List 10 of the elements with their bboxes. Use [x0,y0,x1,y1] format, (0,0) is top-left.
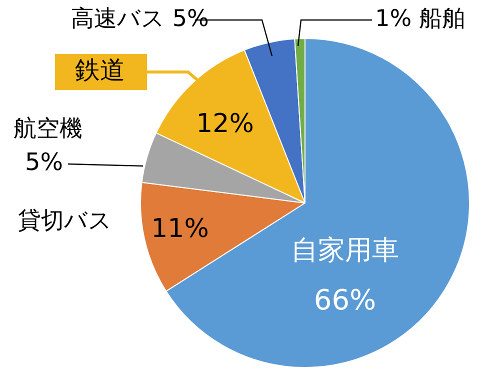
slice-label: 高速バス 5% [71,6,209,32]
data-label: 5% [24,148,64,176]
data-label: 12% [196,108,254,139]
slice-label: 鉄道 [75,56,125,84]
data-label: 66% [314,283,376,316]
slice-label: 1% 船舶 [375,6,465,32]
slice-label: 航空機 [14,116,82,142]
slice-label: 自家用車 [291,235,399,266]
slice-label: 貸切バス [18,208,112,234]
data-label: 11% [151,214,209,244]
